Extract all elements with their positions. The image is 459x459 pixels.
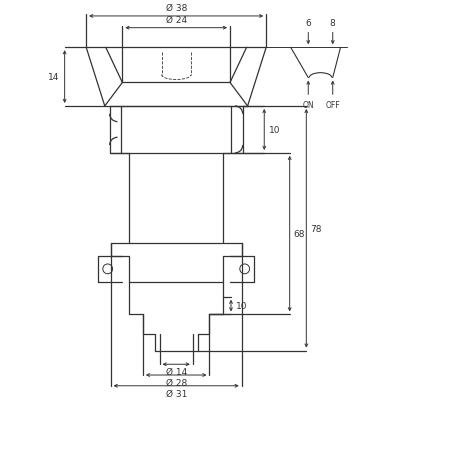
Text: 10: 10 [235,302,247,310]
Text: 6: 6 [305,19,310,28]
Text: Ø 24: Ø 24 [165,16,186,25]
Text: Ø 31: Ø 31 [165,389,186,398]
Text: Ø 28: Ø 28 [165,378,186,387]
Text: 78: 78 [309,224,321,233]
Text: 8: 8 [329,19,335,28]
Text: Ø 38: Ø 38 [165,4,186,13]
Text: OFF: OFF [325,101,339,110]
Text: 68: 68 [293,230,304,239]
Text: 14: 14 [48,73,60,82]
Text: 10: 10 [269,126,280,134]
Text: Ø 14: Ø 14 [165,367,186,376]
Text: ON: ON [302,101,313,110]
